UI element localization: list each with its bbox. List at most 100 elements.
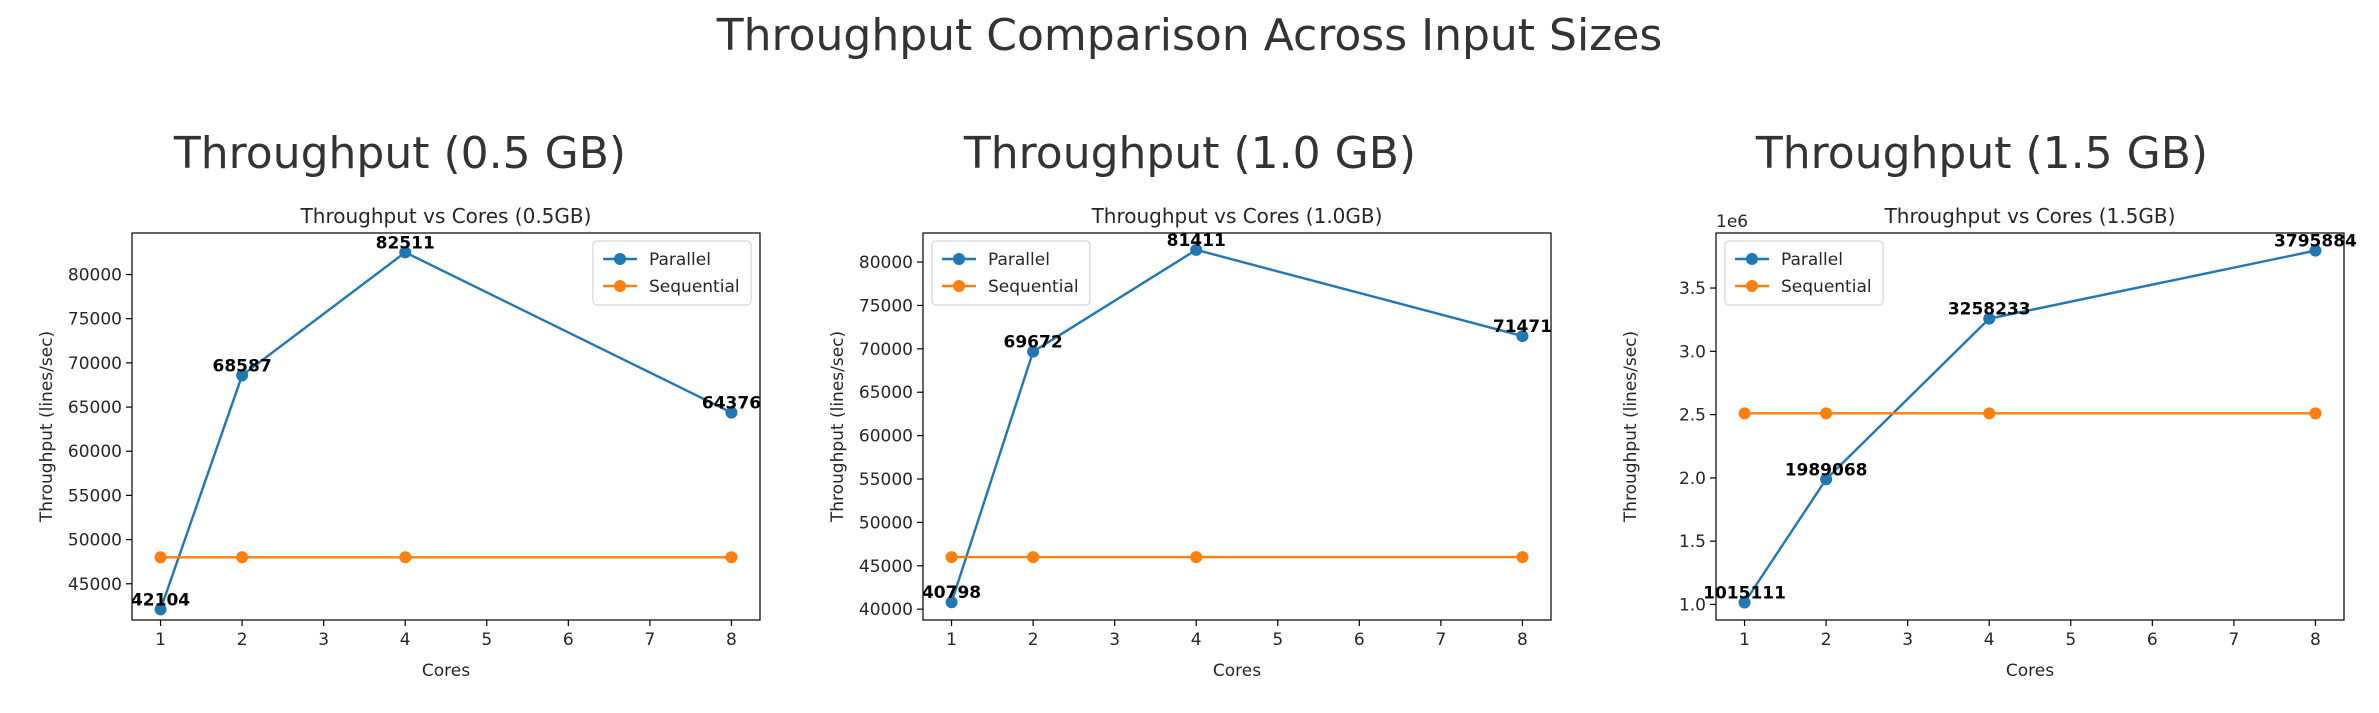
legend-swatch-marker — [1746, 253, 1758, 265]
legend: Parallel Sequential — [592, 240, 752, 306]
data-label: 40798 — [922, 583, 981, 603]
y-tick-label: 55000 — [68, 486, 122, 506]
data-label: 71471 — [1493, 317, 1552, 337]
series-line-parallel — [950, 248, 1523, 603]
panel-heading-1: Throughput (0.5 GB) — [173, 128, 627, 179]
data-point-sequential — [154, 551, 167, 564]
data-point-parallel — [236, 369, 249, 382]
x-tick-label: 7 — [644, 630, 655, 650]
plot-frame — [1715, 232, 2345, 621]
plot-title: Throughput vs Cores (1.5GB) — [1884, 204, 2176, 228]
x-tick-label: 3 — [1902, 630, 1913, 650]
data-point-parallel — [399, 246, 412, 259]
legend-swatch-marker — [953, 280, 965, 292]
panel-heading-2: Throughput (1.0 GB) — [963, 128, 1417, 179]
legend-box — [1724, 240, 1884, 306]
x-tick-label: 5 — [1272, 630, 1283, 650]
y-tick-label: 40000 — [859, 600, 913, 620]
x-tick-label: 5 — [481, 630, 492, 650]
y-tick-label: 65000 — [859, 383, 913, 403]
x-tick-label: 1 — [155, 630, 166, 650]
axis-scale-label: 1e6 — [1716, 212, 1748, 232]
y-tick-label: 75000 — [68, 310, 122, 330]
data-point-sequential — [1820, 407, 1833, 420]
legend-swatch-marker — [1746, 280, 1758, 292]
data-point-sequential — [945, 551, 958, 564]
data-label: 64376 — [702, 394, 761, 414]
x-tick-label: 7 — [2228, 630, 2239, 650]
chart-panel-1: Throughput vs Cores (0.5GB) 1 2 3 4 5 6 7 8 45000… — [37, 204, 761, 681]
chart-panel-2: Throughput vs Cores (1.0GB) 1 2 3 4 5 6 7 8 40000… — [828, 204, 1552, 681]
legend-box — [592, 240, 752, 306]
y-tick-label: 60000 — [68, 442, 122, 462]
x-tick-label: 4 — [400, 630, 411, 650]
data-point-sequential — [236, 551, 249, 564]
y-tick-label: 75000 — [859, 296, 913, 316]
legend-swatch-marker — [953, 253, 965, 265]
x-tick-label: 6 — [563, 630, 574, 650]
y-axis-title: Throughput (lines/sec) — [828, 331, 848, 523]
y-tick-label: 60000 — [859, 427, 913, 447]
legend-label-parallel: Parallel — [988, 250, 1050, 270]
y-tick-label: 2.0 — [1679, 469, 1706, 489]
data-point-parallel — [1820, 473, 1833, 486]
data-label: 81411 — [1167, 231, 1226, 251]
x-tick-label: 1 — [1739, 630, 1750, 650]
data-point-parallel — [1738, 596, 1751, 609]
figure-title: Throughput Comparison Across Input Sizes — [716, 10, 1663, 61]
legend-label-parallel: Parallel — [649, 250, 711, 270]
y-tick-label: 3.5 — [1679, 279, 1706, 299]
x-tick-label: 8 — [1517, 630, 1528, 650]
legend-box — [931, 240, 1091, 306]
legend-swatch-marker — [614, 280, 626, 292]
x-tick-label: 6 — [2147, 630, 2158, 650]
x-tick-label: 4 — [1984, 630, 1995, 650]
x-tick-label: 8 — [2310, 630, 2321, 650]
y-tick-label: 80000 — [68, 266, 122, 286]
y-tick-label: 55000 — [859, 470, 913, 490]
y-tick-label: 70000 — [859, 340, 913, 360]
legend: Parallel Sequential — [931, 240, 1091, 306]
legend-label-sequential: Sequential — [649, 277, 740, 297]
data-point-parallel — [725, 406, 738, 419]
legend: Parallel Sequential — [1724, 240, 1884, 306]
x-tick-label: 5 — [2065, 630, 2076, 650]
data-point-sequential — [1027, 551, 1040, 564]
legend-swatch-marker — [614, 253, 626, 265]
x-axis-title: Cores — [422, 661, 470, 681]
data-point-sequential — [2309, 407, 2322, 420]
x-tick-label: 1 — [946, 630, 957, 650]
legend-label-sequential: Sequential — [988, 277, 1079, 297]
data-point-parallel — [154, 603, 167, 616]
x-tick-label: 3 — [1109, 630, 1120, 650]
data-point-sequential — [1516, 551, 1529, 564]
plot-title: Throughput vs Cores (0.5GB) — [300, 204, 592, 228]
x-tick-label: 8 — [726, 630, 737, 650]
y-tick-label: 3.0 — [1679, 342, 1706, 362]
data-label: 1989068 — [1785, 460, 1868, 480]
data-point-parallel — [1027, 345, 1040, 358]
legend-label-parallel: Parallel — [1781, 250, 1843, 270]
plot-frame — [922, 232, 1552, 621]
data-point-parallel — [1516, 330, 1529, 343]
y-tick-label: 2.5 — [1679, 406, 1706, 426]
data-label: 69672 — [1004, 333, 1063, 353]
data-point-parallel — [1190, 243, 1203, 256]
series-line-parallel — [1743, 249, 2316, 604]
data-label: 82511 — [376, 233, 435, 253]
y-tick-label: 50000 — [859, 513, 913, 533]
x-tick-label: 6 — [1354, 630, 1365, 650]
y-tick-label: 1.5 — [1679, 532, 1706, 552]
panel-heading-3: Throughput (1.5 GB) — [1755, 128, 2209, 179]
data-point-parallel — [1983, 312, 1996, 325]
x-tick-label: 7 — [1435, 630, 1446, 650]
data-label: 3258233 — [1948, 300, 2031, 320]
x-tick-label: 3 — [318, 630, 329, 650]
y-tick-label: 70000 — [68, 354, 122, 374]
legend-label-sequential: Sequential — [1781, 277, 1872, 297]
data-point-sequential — [1190, 551, 1203, 564]
y-axis-title: Throughput (lines/sec) — [1621, 331, 1641, 523]
y-tick-label: 65000 — [68, 398, 122, 418]
data-label: 68587 — [213, 356, 272, 376]
y-tick-label: 45000 — [859, 557, 913, 577]
